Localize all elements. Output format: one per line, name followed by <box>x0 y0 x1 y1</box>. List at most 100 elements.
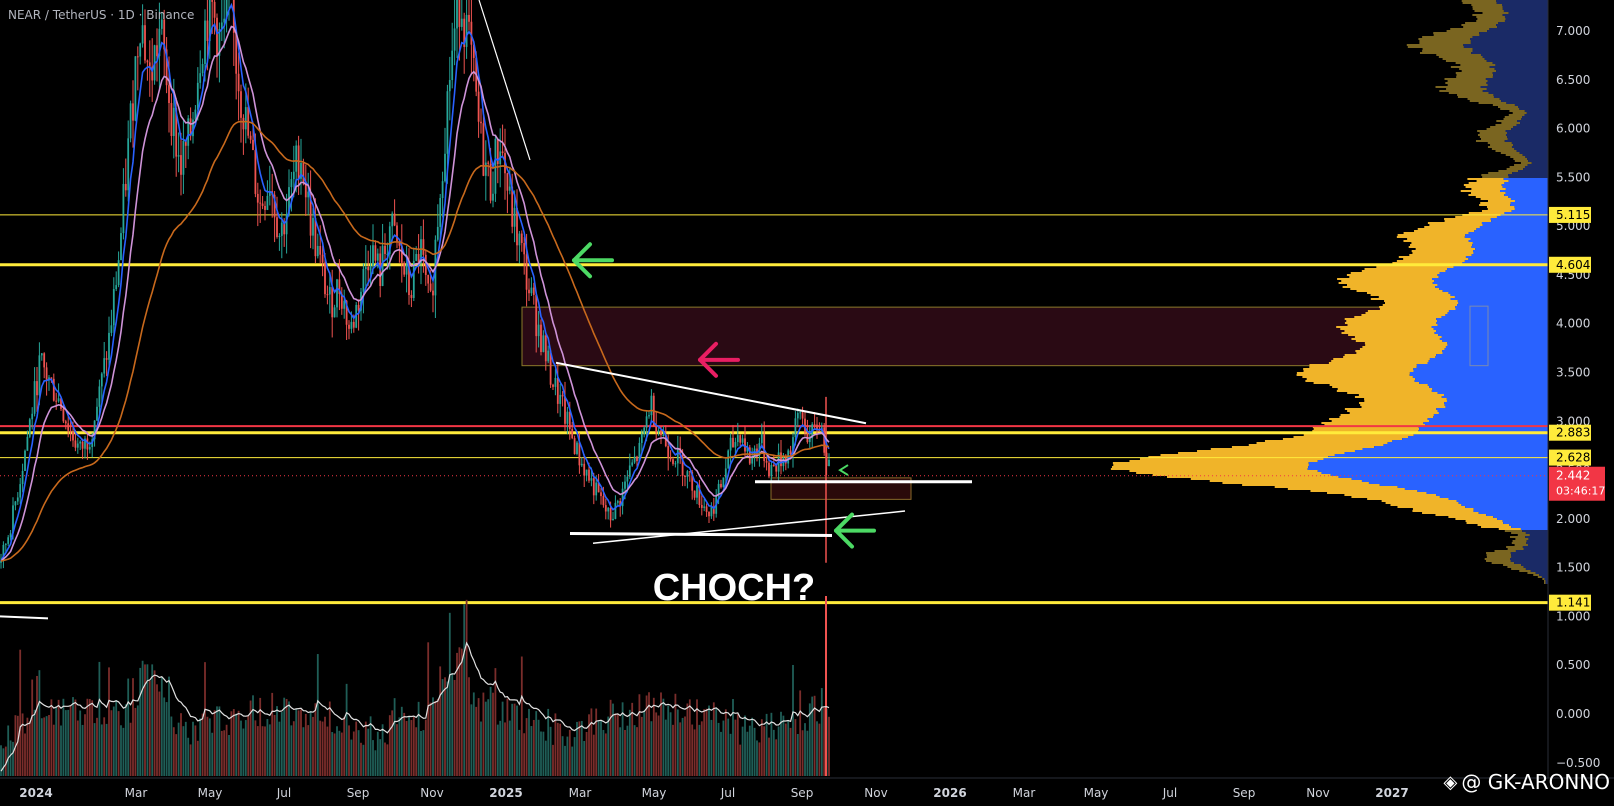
candle-body <box>568 411 571 429</box>
volume-bar <box>720 731 722 776</box>
profile-down-bar <box>1522 546 1548 548</box>
candle-body <box>403 262 406 275</box>
profile-up-bar <box>1511 532 1526 534</box>
candle-body <box>674 463 677 465</box>
profile-up-bar <box>1355 350 1443 352</box>
profile-up-bar <box>1506 168 1524 170</box>
candle-body <box>792 437 794 455</box>
profile-down-bar <box>1484 58 1548 60</box>
profile-up-bar <box>1303 368 1414 370</box>
profile-down-bar <box>1415 378 1548 380</box>
profile-down-bar <box>1436 322 1548 324</box>
profile-down-bar <box>1482 90 1548 92</box>
profile-up-bar <box>1490 126 1514 128</box>
profile-down-bar <box>1351 478 1548 480</box>
profile-down-bar <box>1458 502 1548 504</box>
candle-body <box>614 502 617 519</box>
volume-bar <box>52 724 55 776</box>
profile-down-bar <box>1505 192 1548 194</box>
volume-bar <box>244 720 247 776</box>
candle-body <box>393 213 396 226</box>
candle-body <box>516 207 518 246</box>
candle-body <box>136 56 139 58</box>
volume-bar <box>302 727 305 776</box>
profile-up-bar <box>1349 412 1439 414</box>
profile-up-bar <box>1477 130 1506 132</box>
profile-up-bar <box>1111 466 1309 468</box>
candle-body <box>458 0 461 27</box>
volume-bar <box>352 731 355 776</box>
time-tick-label: 2025 <box>489 786 522 800</box>
candle-body <box>48 377 50 380</box>
candle-body <box>386 253 389 255</box>
candle-body <box>112 289 115 326</box>
profile-up-bar <box>1406 44 1464 46</box>
profile-up-bar <box>1349 276 1439 278</box>
volume-bar <box>748 725 751 776</box>
profile-up-bar <box>1509 536 1526 538</box>
profile-down-bar <box>1442 290 1548 292</box>
volume-bar <box>700 721 703 776</box>
volume-bar <box>412 716 415 776</box>
profile-up-bar <box>1379 306 1456 308</box>
volume-bar <box>828 716 830 776</box>
volume-bar <box>230 711 233 776</box>
profile-up-bar <box>1445 82 1487 84</box>
profile-up-bar <box>1197 450 1355 452</box>
profile-down-bar <box>1545 580 1548 582</box>
profile-down-bar <box>1497 26 1548 28</box>
profile-down-bar <box>1502 520 1548 522</box>
candle-body <box>120 233 122 261</box>
volume-bar <box>636 727 638 776</box>
volume-bar <box>441 679 444 776</box>
volume-bar <box>535 711 538 776</box>
profile-up-bar <box>1498 170 1519 172</box>
volume-bar <box>448 612 451 776</box>
profile-up-bar <box>1392 262 1463 264</box>
volume-bar <box>808 703 811 776</box>
candle-body <box>163 19 166 50</box>
volume-bar <box>571 746 574 776</box>
candle-body <box>348 324 350 329</box>
profile-up-bar <box>1412 510 1474 512</box>
profile-up-bar <box>1456 74 1494 76</box>
candle-body <box>729 437 732 451</box>
volume-bar <box>547 708 550 776</box>
volume-bar <box>38 670 41 776</box>
volume-bar <box>614 713 617 776</box>
candle-body <box>597 482 600 493</box>
profile-up-bar <box>1455 72 1493 74</box>
candle-body <box>384 245 386 255</box>
volume-bar <box>520 656 523 776</box>
volume-bar <box>237 710 240 776</box>
profile-down-bar <box>1511 146 1548 148</box>
profile-down-bar <box>1455 308 1548 310</box>
level-price-label: 2.628 <box>1556 451 1590 465</box>
volume-bar <box>192 721 194 776</box>
volume-bar <box>484 701 487 776</box>
volume-bar <box>69 705 72 776</box>
profile-up-bar <box>1433 32 1480 34</box>
profile-down-bar <box>1438 412 1548 414</box>
volume-bar <box>372 740 374 776</box>
profile-up-bar <box>1351 338 1440 340</box>
profile-down-bar <box>1323 458 1548 460</box>
profile-up-bar <box>1508 114 1525 116</box>
profile-down-bar <box>1468 232 1548 234</box>
profile-up-bar <box>1148 456 1329 458</box>
profile-down-bar <box>1457 300 1548 302</box>
candle-body <box>144 25 146 61</box>
profile-up-bar <box>1313 382 1420 384</box>
profile-down-bar <box>1338 476 1548 478</box>
profile-down-bar <box>1441 316 1548 318</box>
profile-down-bar <box>1493 94 1548 96</box>
candle-body <box>343 300 346 309</box>
candle-body <box>331 287 334 318</box>
profile-up-bar <box>1480 202 1511 204</box>
profile-up-bar <box>1321 422 1424 424</box>
profile-down-bar <box>1472 50 1548 52</box>
volume-bar <box>782 715 785 776</box>
profile-up-bar <box>1498 528 1521 530</box>
